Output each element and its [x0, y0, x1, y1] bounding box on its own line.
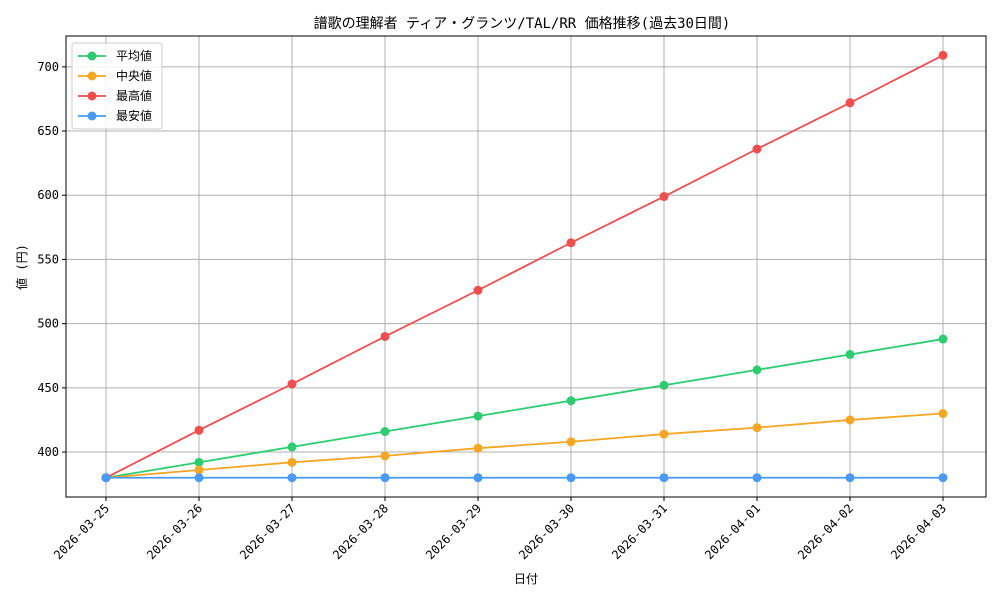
x-tick-label: 2026-03-30 [516, 501, 577, 562]
series-layer [101, 50, 948, 483]
y-tick-label: 400 [37, 445, 59, 459]
series-line-1 [105, 338, 944, 479]
x-tick-label: 2026-03-29 [423, 501, 484, 562]
legend-label: 平均値 [116, 48, 152, 63]
data-point [659, 429, 669, 439]
legend-label: 最安値 [116, 108, 152, 123]
x-tick-label: 2026-03-28 [330, 501, 391, 562]
x-tick-label: 2026-04-03 [888, 501, 949, 562]
data-point [380, 427, 390, 437]
data-point [938, 473, 948, 483]
y-tick-label: 700 [37, 60, 59, 74]
x-axis-title: 日付 [514, 572, 538, 586]
y-tick-label: 650 [37, 124, 59, 138]
x-tick-label: 2026-03-31 [609, 501, 670, 562]
data-point [194, 457, 204, 467]
data-point [566, 238, 576, 248]
y-axis-title: 値 (円) [14, 244, 29, 290]
legend-label: 最高値 [116, 88, 152, 103]
data-point [845, 415, 855, 425]
data-point [659, 192, 669, 202]
data-point [566, 437, 576, 447]
y-tick-label: 600 [37, 188, 59, 202]
y-tick-label: 550 [37, 252, 59, 266]
tick-layer: 2026-03-25 2026-03-26 2026-03-27 2026-03-28… [37, 60, 949, 562]
data-point [752, 365, 762, 375]
data-point [938, 334, 948, 344]
legend-label: 中央値 [116, 68, 152, 83]
data-point [380, 473, 390, 483]
legend-marker [87, 111, 97, 121]
legend-marker [87, 71, 97, 81]
x-tick-label: 2026-03-25 [51, 501, 112, 562]
data-point [845, 98, 855, 108]
series-line-2 [105, 412, 944, 479]
grid [66, 36, 986, 497]
y-tick-label: 450 [37, 381, 59, 395]
x-tick-label: 2026-03-27 [237, 501, 298, 562]
data-point [194, 465, 204, 475]
plot-frame [65, 35, 987, 498]
data-point [473, 473, 483, 483]
legend-marker [87, 91, 97, 101]
x-tick-label: 2026-04-02 [795, 501, 856, 562]
data-point [380, 451, 390, 461]
data-point [938, 50, 948, 60]
data-point [101, 473, 111, 483]
data-point [659, 380, 669, 390]
data-point [845, 349, 855, 359]
y-tick-label: 500 [37, 317, 59, 331]
series-line-3 [105, 54, 944, 479]
data-point [752, 423, 762, 433]
x-tick-label: 2026-03-26 [144, 501, 205, 562]
data-point [287, 457, 297, 467]
data-point [752, 473, 762, 483]
data-point [473, 411, 483, 421]
x-tick-label: 2026-04-01 [702, 501, 763, 562]
data-point [194, 425, 204, 435]
chart-title: 譜歌の理解者 ティア・グランツ/TAL/RR 価格推移(過去30日間) [314, 16, 731, 32]
data-point [566, 473, 576, 483]
legend-box [71, 42, 163, 130]
data-point [473, 443, 483, 453]
data-point [752, 144, 762, 154]
data-point [287, 473, 297, 483]
data-point [287, 379, 297, 389]
data-point [287, 442, 297, 452]
data-point [566, 396, 576, 406]
data-point [659, 473, 669, 483]
legend-marker [87, 51, 97, 61]
data-point [380, 331, 390, 341]
data-point [938, 409, 948, 419]
data-point [473, 285, 483, 295]
data-point [194, 473, 204, 483]
data-point [845, 473, 855, 483]
